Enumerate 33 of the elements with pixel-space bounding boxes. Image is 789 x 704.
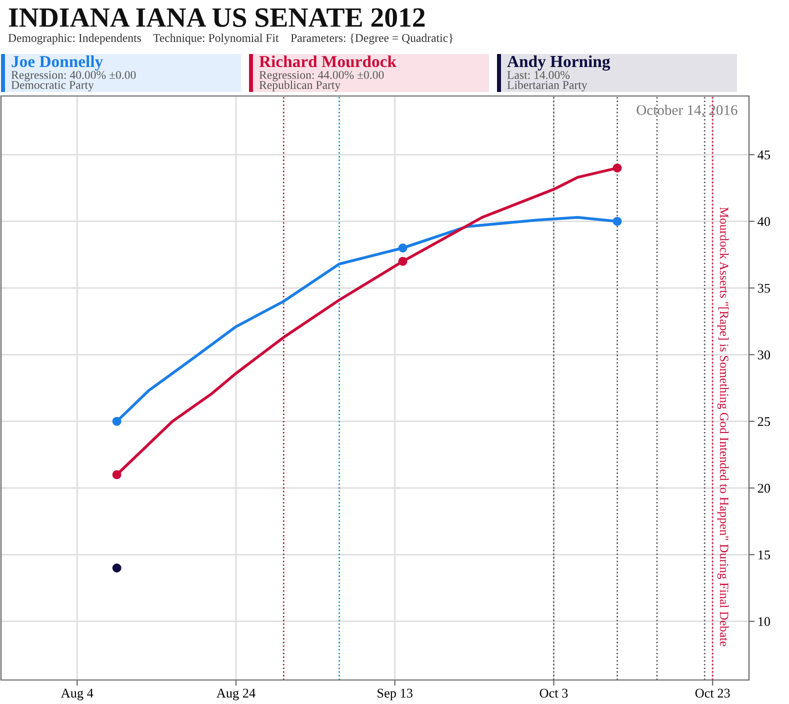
y-tick-label: 40 bbox=[758, 217, 770, 226]
y-tick-label: 25 bbox=[758, 417, 770, 426]
y-tick-label: 20 bbox=[758, 484, 770, 493]
legend-label: Andy Horning bbox=[507, 55, 610, 71]
text: Regression: 44.00% ±0.00 bbox=[259, 70, 384, 82]
annotation: October 14, 2016 bbox=[636, 104, 738, 118]
text: Republican Party bbox=[259, 80, 341, 92]
point bbox=[612, 216, 622, 226]
point bbox=[612, 164, 622, 172]
ref-line-label: Mourdock Asserts "[Rape] is Something God Intended to Happen" During Final Debate bbox=[717, 207, 729, 646]
y-tick-label: 35 bbox=[758, 284, 770, 293]
point bbox=[398, 244, 408, 252]
x-tick-label: Oct 3 bbox=[540, 688, 568, 698]
x-tick-label: Oct 23 bbox=[695, 688, 730, 698]
chart-subtitle: Demographic: Independents Technique: Polynomial Fit Parameters: {Degree = Quadratic} bbox=[8, 34, 453, 44]
point bbox=[112, 416, 122, 426]
x-tick-label: Aug 4 bbox=[60, 688, 94, 700]
legend-label: Joe Donnelly bbox=[12, 55, 103, 71]
x-tick-label: Aug 24 bbox=[216, 688, 256, 700]
text: Last: 14.00% bbox=[507, 70, 570, 80]
text: Regression: 40.00% ±0.00 bbox=[11, 70, 136, 82]
text: Democratic Party bbox=[11, 80, 94, 92]
point bbox=[112, 564, 122, 572]
y-tick-label: 30 bbox=[758, 350, 770, 360]
point bbox=[112, 470, 122, 480]
x-tick-label: Sep 13 bbox=[378, 688, 412, 700]
chart-title: INDIANA IANA US SENATE 2012 bbox=[8, 8, 425, 27]
point bbox=[398, 256, 408, 266]
y-tick-label: 15 bbox=[758, 550, 770, 560]
y-tick-label: 10 bbox=[758, 617, 770, 626]
text: Libertarian Party bbox=[507, 80, 588, 92]
text: Richard Mourdock bbox=[259, 55, 396, 68]
y-tick-label: 45 bbox=[758, 150, 770, 160]
